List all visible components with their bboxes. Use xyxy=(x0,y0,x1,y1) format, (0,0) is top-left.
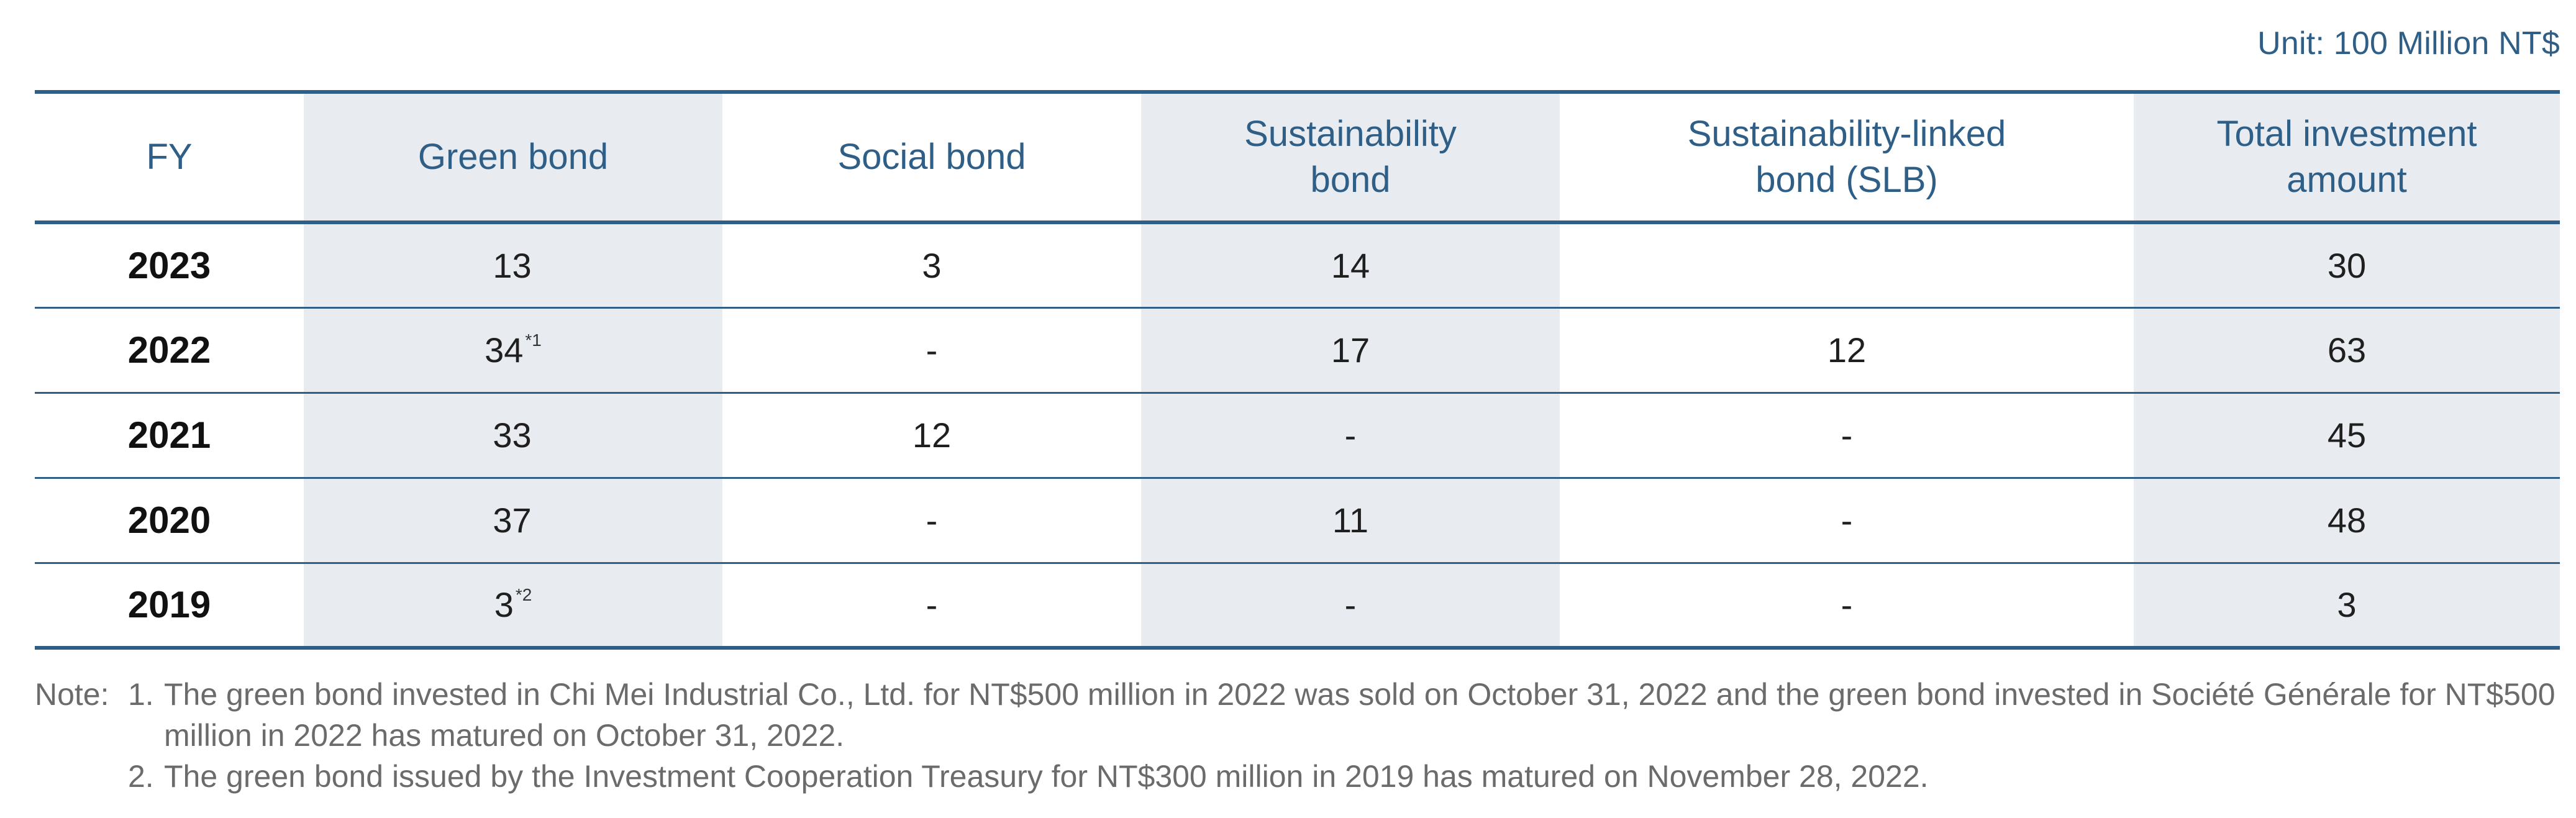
cell-total: 3 xyxy=(2134,563,2560,650)
cell-green-bond: 34 *1 xyxy=(304,307,722,394)
cell-value: 13 xyxy=(493,245,532,285)
note-item: 2. The green bond issued by the Investme… xyxy=(128,756,2560,797)
header-social-bond: Social bond xyxy=(722,90,1141,224)
cell-value: 3 xyxy=(494,585,514,625)
cell-green-bond: 13 xyxy=(304,222,722,309)
table-row: 2019 3 *2 - - - 3 xyxy=(35,563,2560,650)
cell-sustainability-bond: - xyxy=(1141,393,1560,479)
cell-total: 63 xyxy=(2134,307,2560,394)
footnote-marker: *2 xyxy=(515,585,532,605)
cell-slb xyxy=(1560,222,2134,309)
cell-social-bond: - xyxy=(722,563,1141,650)
cell-value: 34 xyxy=(485,330,524,370)
header-fy: FY xyxy=(35,90,304,224)
cell-fy: 2021 xyxy=(35,393,304,479)
table-row: 2022 34 *1 - 17 12 63 xyxy=(35,307,2560,394)
cell-total: 48 xyxy=(2134,478,2560,564)
cell-total: 30 xyxy=(2134,222,2560,309)
unit-label: Unit: 100 Million NT$ xyxy=(2257,25,2560,61)
notes-list: 1. The green bond invested in Chi Mei In… xyxy=(128,674,2560,797)
cell-slb: - xyxy=(1560,563,2134,650)
notes-block: Note: 1. The green bond invested in Chi … xyxy=(35,674,2560,797)
cell-social-bond: 3 xyxy=(722,222,1141,309)
cell-fy: 2020 xyxy=(35,478,304,564)
header-green-bond: Green bond xyxy=(304,90,722,224)
cell-sustainability-bond: 11 xyxy=(1141,478,1560,564)
cell-slb: 12 xyxy=(1560,307,2134,394)
note-item: 1. The green bond invested in Chi Mei In… xyxy=(128,674,2560,756)
bond-investment-table: FY Green bond Social bond Sustainability… xyxy=(35,90,2560,650)
table-row: 2021 33 12 - - 45 xyxy=(35,393,2560,479)
footnote-marker: *1 xyxy=(525,330,542,350)
header-slb: Sustainability-linked bond (SLB) xyxy=(1560,90,2134,224)
header-sustainability-bond: Sustainability bond xyxy=(1141,90,1560,224)
table-header-row: FY Green bond Social bond Sustainability… xyxy=(35,90,2560,224)
notes-section: Note: 1. The green bond invested in Chi … xyxy=(35,674,2560,797)
note-number: 1. xyxy=(128,677,154,712)
cell-green-bond: 33 xyxy=(304,393,722,479)
cell-slb: - xyxy=(1560,478,2134,564)
cell-green-bond: 37 xyxy=(304,478,722,564)
note-text: The green bond invested in Chi Mei Indus… xyxy=(164,677,2556,753)
cell-total: 45 xyxy=(2134,393,2560,479)
cell-slb: - xyxy=(1560,393,2134,479)
notes-label: Note: xyxy=(35,677,109,712)
cell-fy: 2023 xyxy=(35,222,304,309)
note-number: 2. xyxy=(128,759,154,794)
cell-sustainability-bond: 17 xyxy=(1141,307,1560,394)
cell-fy: 2022 xyxy=(35,307,304,394)
cell-sustainability-bond: - xyxy=(1141,563,1560,650)
table-row: 2023 13 3 14 30 xyxy=(35,222,2560,309)
table-row: 2020 37 - 11 - 48 xyxy=(35,478,2560,564)
cell-value: 33 xyxy=(493,416,532,455)
header-total-investment: Total investment amount xyxy=(2134,90,2560,224)
cell-sustainability-bond: 14 xyxy=(1141,222,1560,309)
cell-fy: 2019 xyxy=(35,563,304,650)
cell-green-bond: 3 *2 xyxy=(304,563,722,650)
cell-value: 37 xyxy=(493,501,532,540)
cell-social-bond: - xyxy=(722,478,1141,564)
note-text: The green bond issued by the Investment … xyxy=(164,759,1929,794)
cell-social-bond: 12 xyxy=(722,393,1141,479)
cell-social-bond: - xyxy=(722,307,1141,394)
